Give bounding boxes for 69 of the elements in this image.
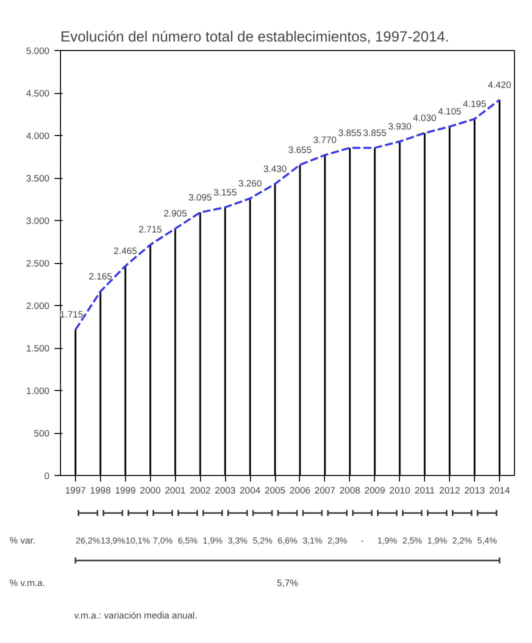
x-tick-label: 2001 (164, 486, 186, 496)
y-tick-label: 3.000 (26, 216, 50, 226)
y-tick-label: 3.500 (26, 174, 50, 184)
text: 2,3% (328, 536, 348, 546)
data-label: 3.655 (288, 144, 312, 155)
x-tick-label: 2003 (214, 486, 236, 496)
x-tick-label: 1998 (90, 486, 111, 496)
data-label: 3.260 (238, 178, 262, 188)
y-tick-label: 2.500 (26, 258, 50, 268)
text: 5,2% (252, 536, 273, 546)
y-tick-label: 0 (44, 471, 50, 481)
y-tick-label: 1.000 (26, 386, 50, 396)
text: 2,2% (452, 536, 472, 546)
x-tick-label: 2007 (314, 486, 336, 496)
text: % var. (10, 536, 36, 546)
data-label: 4.195 (462, 98, 486, 109)
data-label: 3.930 (388, 121, 412, 132)
text: 10,1% (126, 536, 150, 546)
data-label: 1.715 (60, 310, 84, 320)
data-label: 3.855 (363, 128, 386, 138)
text: 6,6% (278, 536, 298, 546)
text: 26,2% (76, 536, 101, 546)
x-tick-label: 2008 (339, 486, 360, 496)
text: 1,9% (202, 536, 223, 546)
x-tick-label: 2012 (439, 486, 460, 496)
data-label: 3.095 (188, 192, 212, 202)
chart-title: Evolución del número total de establecimientos, 1997-2014. (60, 30, 450, 46)
data-label: 3.155 (213, 187, 237, 198)
x-tick-label: 2006 (290, 486, 310, 496)
x-tick-label: 2000 (140, 486, 161, 496)
data-label: 2.905 (164, 208, 187, 219)
y-tick-label: 4.500 (26, 88, 50, 98)
text: % v.m.a. (10, 578, 46, 588)
x-tick-label: 2009 (364, 486, 386, 496)
text: 7,0% (152, 536, 173, 546)
x-tick-label: 2013 (464, 486, 485, 496)
text: 13,9% (100, 536, 126, 546)
text: 1,9% (377, 536, 398, 546)
text: 5,7% (276, 578, 298, 588)
data-label: 3.855 (338, 128, 362, 138)
y-tick-label: 4.000 (26, 131, 50, 141)
data-label: 4.105 (438, 106, 462, 117)
data-label: 4.420 (488, 80, 512, 90)
y-tick-label: 5.000 (26, 46, 50, 56)
x-tick-label: 1997 (65, 486, 86, 496)
x-tick-label: 1999 (114, 486, 136, 496)
text: 5,4% (477, 536, 498, 546)
x-tick-label: 2004 (240, 486, 260, 496)
text: - (360, 536, 364, 546)
data-label: 3.770 (313, 135, 337, 146)
text: v.m.a.: variación media anual. (74, 610, 198, 620)
text: 6,5% (178, 536, 198, 546)
x-tick-label: 2010 (389, 486, 410, 496)
text: 3,1% (302, 536, 323, 546)
data-label: 2.165 (88, 271, 112, 282)
y-tick-label: 2.000 (26, 301, 50, 311)
data-label: 2.465 (114, 246, 138, 256)
x-tick-label: 2011 (414, 486, 435, 496)
x-tick-label: 2002 (190, 486, 211, 496)
x-tick-label: 2014 (489, 486, 510, 496)
text: 1,9% (427, 536, 448, 546)
y-tick-label: 500 (34, 428, 50, 438)
y-tick-label: 1.500 (26, 344, 50, 354)
text: 2,5% (402, 536, 422, 546)
data-label: 3.430 (263, 164, 287, 174)
x-tick-label: 2005 (264, 486, 286, 496)
text: 3,3% (228, 536, 248, 546)
data-label: 2.715 (138, 224, 162, 235)
data-label: 4.030 (413, 112, 436, 123)
